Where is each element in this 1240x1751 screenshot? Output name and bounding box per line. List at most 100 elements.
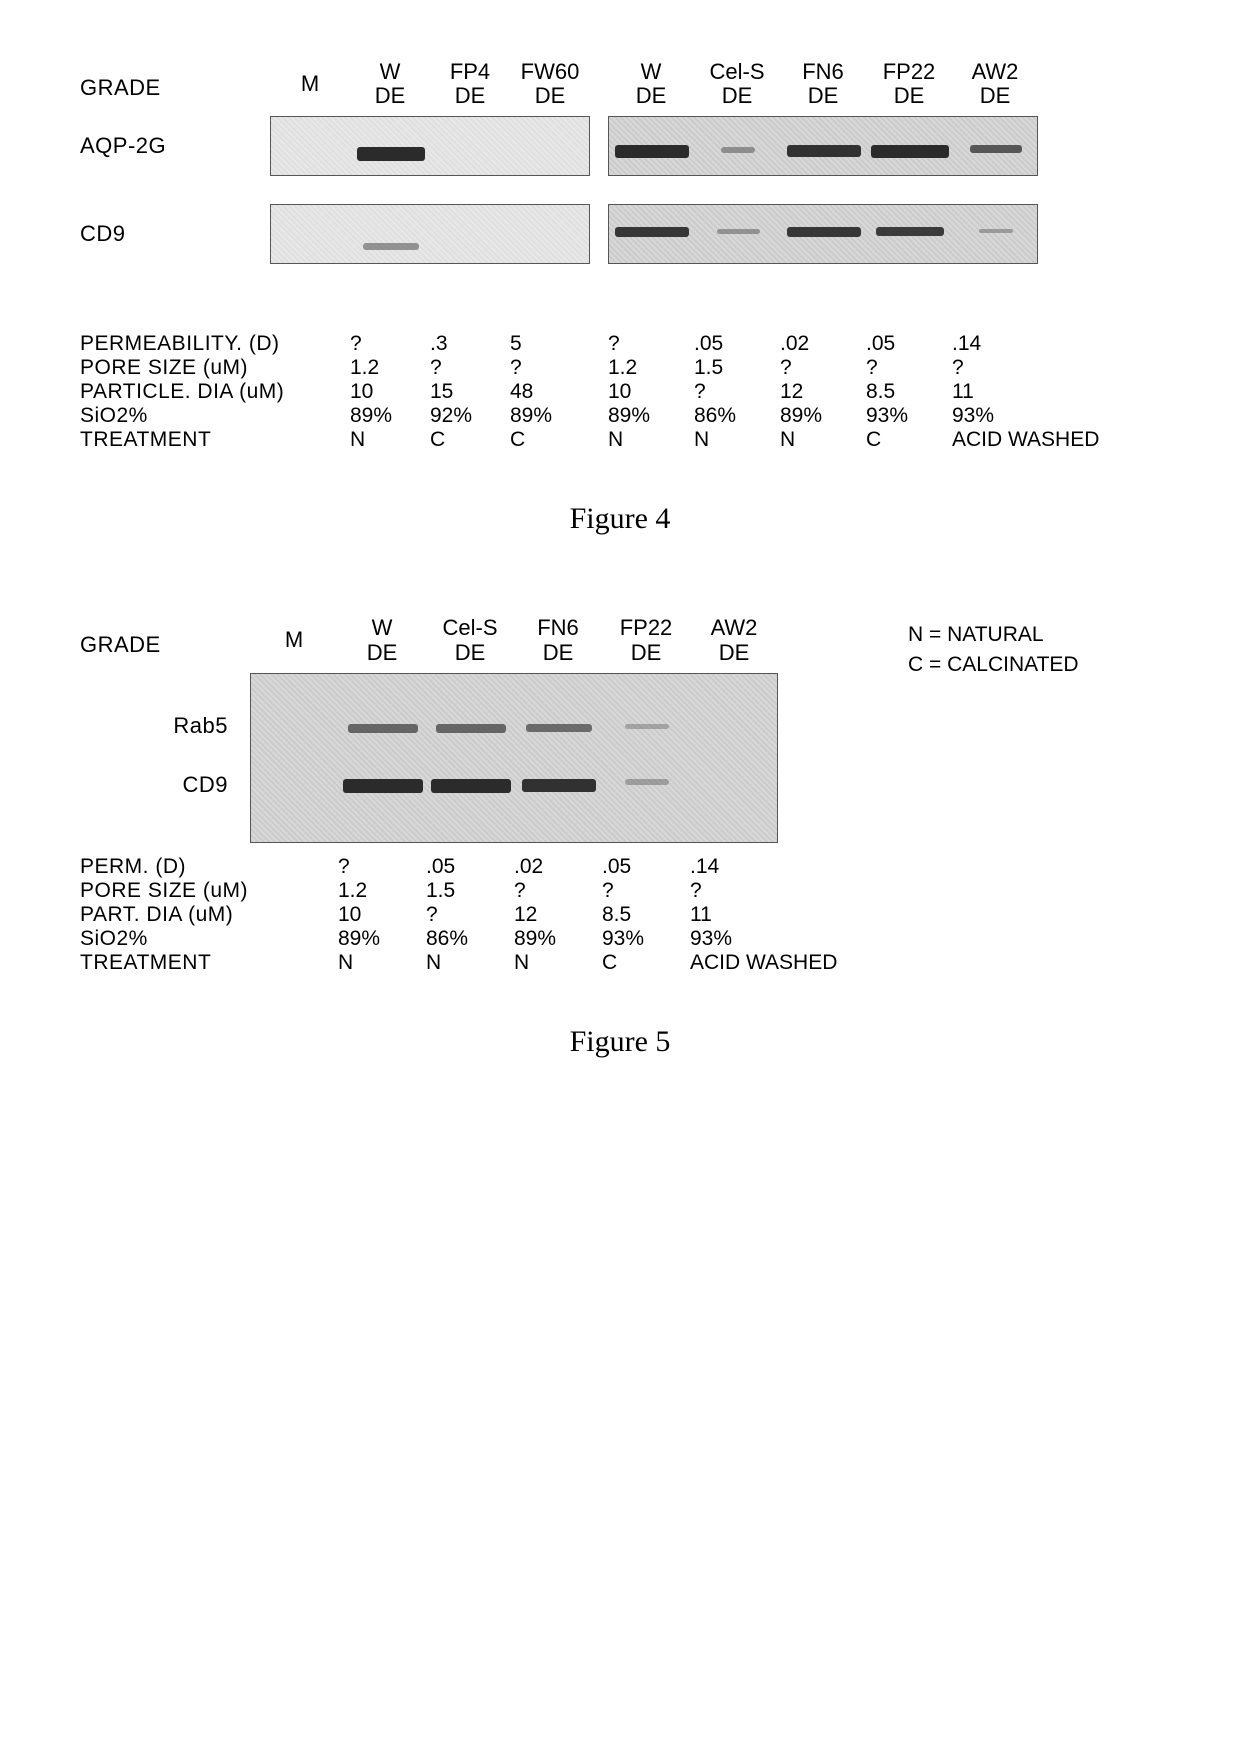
property-cell: 12 (780, 380, 866, 404)
property-cell: N (426, 951, 514, 975)
row-label: CD9 (182, 772, 238, 798)
col-header: FN6 DE (780, 60, 866, 116)
property-cell: 93% (866, 404, 952, 428)
property-cell: 93% (952, 404, 1038, 428)
gel-band (625, 779, 669, 785)
col-header: W DE (338, 616, 426, 672)
property-cell: 86% (426, 927, 514, 951)
property-label: PORE SIZE (uM) (80, 356, 270, 380)
gel-band (348, 724, 418, 733)
gel-band (787, 145, 860, 157)
property-cell: 89% (780, 404, 866, 428)
property-cell: ? (608, 332, 694, 356)
col-header: M (250, 628, 338, 660)
col-header: Cel-S DE (694, 60, 780, 116)
property-cell: 11 (952, 380, 1038, 404)
property-cell: 1.5 (426, 879, 514, 903)
col-header: FP22 DE (602, 616, 690, 672)
property-cell: 11 (690, 903, 778, 927)
property-cell: 5 (510, 332, 590, 356)
property-cell: .14 (952, 332, 1038, 356)
property-cell: 89% (514, 927, 602, 951)
figure-4-caption: Figure 4 (80, 502, 1160, 536)
gel-band (787, 227, 860, 237)
property-cell: .05 (602, 855, 690, 879)
property-cell: 89% (338, 927, 426, 951)
property-cell: ? (780, 356, 866, 380)
property-cell: 8.5 (866, 380, 952, 404)
property-cell: ? (602, 879, 690, 903)
property-cell: .3 (430, 332, 510, 356)
gel-band (431, 779, 510, 793)
gel-band (363, 243, 419, 250)
property-cell: .02 (780, 332, 866, 356)
property-cell: 48 (510, 380, 590, 404)
property-cell: ACID WASHED (952, 428, 1158, 452)
property-cell: ? (510, 356, 590, 380)
figure-5: GRADEMW DECel-S DEFN6 DEFP22 DEAW2 DEN =… (80, 616, 1160, 1058)
property-cell: 1.2 (608, 356, 694, 380)
property-cell: 1.5 (694, 356, 780, 380)
row-label: Rab5 (173, 713, 238, 739)
gel-band (522, 779, 597, 792)
property-cell: 93% (690, 927, 778, 951)
property-cell: ? (338, 855, 426, 879)
property-cell: 89% (608, 404, 694, 428)
gel-band (615, 145, 688, 158)
property-cell: .05 (426, 855, 514, 879)
figure-4-grid: GRADEMW DEFP4 DEFW60 DEW DECel-S DEFN6 D… (80, 60, 1160, 452)
col-header: FP22 DE (866, 60, 952, 116)
gel-band (615, 227, 688, 237)
property-cell: .05 (866, 332, 952, 356)
property-cell: ? (866, 356, 952, 380)
property-cell: C (430, 428, 510, 452)
grade-label: GRADE (80, 75, 270, 101)
property-cell: ? (426, 903, 514, 927)
gel-band (876, 227, 945, 236)
gel-band (625, 724, 669, 729)
property-label: PERMEABILITY. (D) (80, 332, 270, 356)
property-cell: .05 (694, 332, 780, 356)
col-header: FN6 DE (514, 616, 602, 672)
property-cell: 1.2 (338, 879, 426, 903)
property-cell: N (780, 428, 866, 452)
property-label: SiO2% (80, 927, 250, 951)
property-cell: 86% (694, 404, 780, 428)
gel-image (608, 204, 1038, 264)
property-cell: 93% (602, 927, 690, 951)
property-cell: ? (350, 332, 430, 356)
property-cell: 8.5 (602, 903, 690, 927)
property-cell: 1.2 (350, 356, 430, 380)
gel-band (343, 779, 422, 793)
col-header: W DE (350, 60, 430, 116)
property-cell: 10 (608, 380, 694, 404)
property-label: PART. DIA (uM) (80, 903, 250, 927)
property-cell: 89% (350, 404, 430, 428)
col-header: FP4 DE (430, 60, 510, 116)
property-cell: ? (690, 879, 778, 903)
gel-band (871, 145, 948, 158)
property-cell: 10 (338, 903, 426, 927)
property-cell: N (608, 428, 694, 452)
property-cell: 92% (430, 404, 510, 428)
property-label: PARTICLE. DIA (uM) (80, 380, 270, 404)
gel-image (270, 204, 590, 264)
property-label: PORE SIZE (uM) (80, 879, 250, 903)
col-header: Cel-S DE (426, 616, 514, 672)
property-label: SiO2% (80, 404, 270, 428)
property-cell: N (350, 428, 430, 452)
property-cell: ? (952, 356, 1038, 380)
gel-band (436, 724, 506, 733)
figure-5-caption: Figure 5 (80, 1025, 1160, 1059)
property-cell: ACID WASHED (690, 951, 908, 975)
gel-band (357, 147, 425, 161)
property-cell: ? (430, 356, 510, 380)
property-cell: C (602, 951, 690, 975)
gel-band (526, 724, 592, 732)
property-cell: 10 (350, 380, 430, 404)
property-label: TREATMENT (80, 951, 250, 975)
figure-5-grid: GRADEMW DECel-S DEFN6 DEFP22 DEAW2 DEN =… (80, 616, 1160, 974)
property-cell: N (514, 951, 602, 975)
col-header: FW60 DE (510, 60, 590, 116)
property-cell: ? (694, 380, 780, 404)
